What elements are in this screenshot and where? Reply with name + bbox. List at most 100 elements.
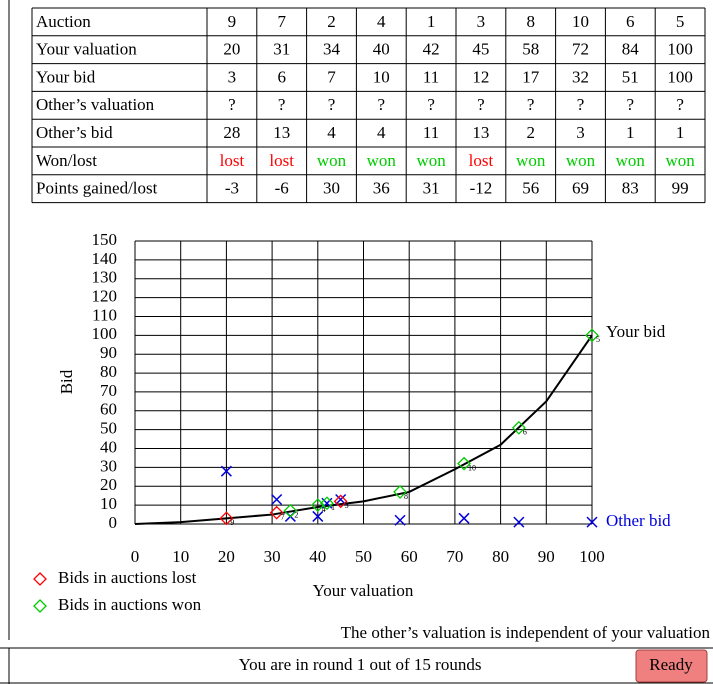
- table-cell: 1: [626, 123, 635, 142]
- table-cell: 31: [423, 179, 440, 198]
- y-tick-label: 30: [100, 456, 117, 475]
- table-cell: 11: [423, 67, 439, 86]
- table-cell: ?: [477, 95, 485, 114]
- curve-label: Your bid: [606, 322, 666, 341]
- table-cell: 42: [423, 40, 440, 59]
- y-tick-label: 140: [92, 249, 118, 268]
- y-tick-label: 50: [100, 419, 117, 438]
- table-cell: ?: [427, 95, 435, 114]
- bid-marker: [269, 505, 284, 520]
- x-tick-label: 0: [131, 547, 140, 566]
- bid-marker: [457, 456, 471, 471]
- bid-marker: [219, 511, 234, 526]
- table-cell: won: [516, 151, 546, 170]
- point-label: 6: [523, 428, 527, 437]
- table-cell: ?: [527, 95, 535, 114]
- table-cell: 20: [223, 40, 240, 59]
- table-cell: 51: [622, 67, 639, 86]
- y-tick-label: 120: [92, 287, 118, 306]
- table-cell: won: [566, 151, 596, 170]
- table-cell: 32: [572, 67, 589, 86]
- table-cell: 40: [373, 40, 390, 59]
- table-cell: 69: [572, 179, 589, 198]
- table-cell: 17: [522, 67, 540, 86]
- table-cell: 36: [373, 179, 390, 198]
- table-cell: won: [665, 151, 695, 170]
- bid-marker: [283, 503, 298, 518]
- table-cell: lost: [269, 151, 294, 170]
- table-cell: -6: [275, 179, 289, 198]
- table-cell: lost: [469, 151, 494, 170]
- point-label: 8: [404, 492, 408, 501]
- table-cell: won: [367, 151, 397, 170]
- table-cell: 45: [472, 40, 489, 59]
- table-cell: 6: [277, 67, 286, 86]
- y-tick-label: 80: [100, 362, 117, 381]
- table-cell: 2: [526, 123, 535, 142]
- table-cell: 58: [522, 40, 539, 59]
- table-cell: 13: [472, 123, 489, 142]
- table-cell: 3: [477, 12, 486, 31]
- table-cell: 56: [522, 179, 539, 198]
- x-tick-label: 10: [172, 547, 189, 566]
- other-bid-marker: [220, 465, 232, 477]
- y-tick-label: 60: [100, 400, 117, 419]
- table-cell: 100: [667, 67, 693, 86]
- table-cell: 10: [572, 12, 589, 31]
- table-cell: 31: [273, 40, 290, 59]
- table-cell: 6: [626, 12, 635, 31]
- x-tick-label: 30: [264, 547, 281, 566]
- bid-marker: [320, 496, 334, 511]
- other-bid-marker: [271, 493, 283, 506]
- ready-button[interactable]: [635, 649, 708, 683]
- table-cell: 1: [676, 123, 685, 142]
- other-bid-marker: [312, 510, 324, 522]
- x-tick-label: 70: [446, 547, 463, 566]
- row-label: Other’s valuation: [36, 95, 155, 114]
- point-label: 5: [596, 335, 600, 344]
- table-cell: 10: [373, 67, 390, 86]
- x-tick-label: 90: [538, 547, 555, 566]
- ready-label[interactable]: Ready: [649, 655, 693, 674]
- bid-marker: [511, 420, 526, 435]
- y-tick-label: 10: [100, 494, 117, 513]
- table-cell: 12: [472, 67, 489, 86]
- table-cell: 5: [676, 12, 685, 31]
- x-tick-label: 20: [218, 547, 235, 566]
- other-bid-marker: [513, 516, 525, 528]
- table-cell: ?: [278, 95, 286, 114]
- table-cell: 1: [427, 12, 436, 31]
- x-tick-label: 80: [492, 547, 509, 566]
- other-bid-marker: [586, 516, 598, 528]
- point-label: 1: [331, 503, 335, 512]
- table-cell: 72: [572, 40, 589, 59]
- table-cell: -12: [470, 179, 493, 198]
- table-cell: 84: [622, 40, 640, 59]
- table-cell: 2: [327, 12, 336, 31]
- legend-marker: [33, 572, 47, 586]
- x-tick-label: 100: [579, 547, 605, 566]
- table-cell: 99: [672, 179, 689, 198]
- other-bid-marker: [394, 514, 406, 526]
- row-label: Auction: [36, 12, 91, 31]
- table-cell: 4: [377, 123, 386, 142]
- table-cell: 34: [323, 40, 341, 59]
- table-cell: ?: [378, 95, 386, 114]
- x-tick-label: 60: [401, 547, 418, 566]
- table-cell: 13: [273, 123, 290, 142]
- point-label: 10: [468, 463, 476, 472]
- round-info: You are in round 1 out of 15 rounds: [239, 655, 482, 674]
- table-cell: 4: [327, 123, 336, 142]
- row-label: Points gained/lost: [36, 179, 158, 198]
- table-cell: lost: [220, 151, 245, 170]
- x-axis-label: Your valuation: [313, 581, 414, 600]
- y-axis-label: Bid: [57, 369, 76, 394]
- y-tick-label: 40: [100, 437, 117, 456]
- y-tick-label: 130: [92, 268, 118, 287]
- y-tick-label: 100: [92, 324, 118, 343]
- bid-marker: [585, 328, 599, 343]
- x-tick-label: 40: [309, 547, 326, 566]
- bid-marker: [333, 494, 348, 509]
- table-cell: 100: [667, 40, 693, 59]
